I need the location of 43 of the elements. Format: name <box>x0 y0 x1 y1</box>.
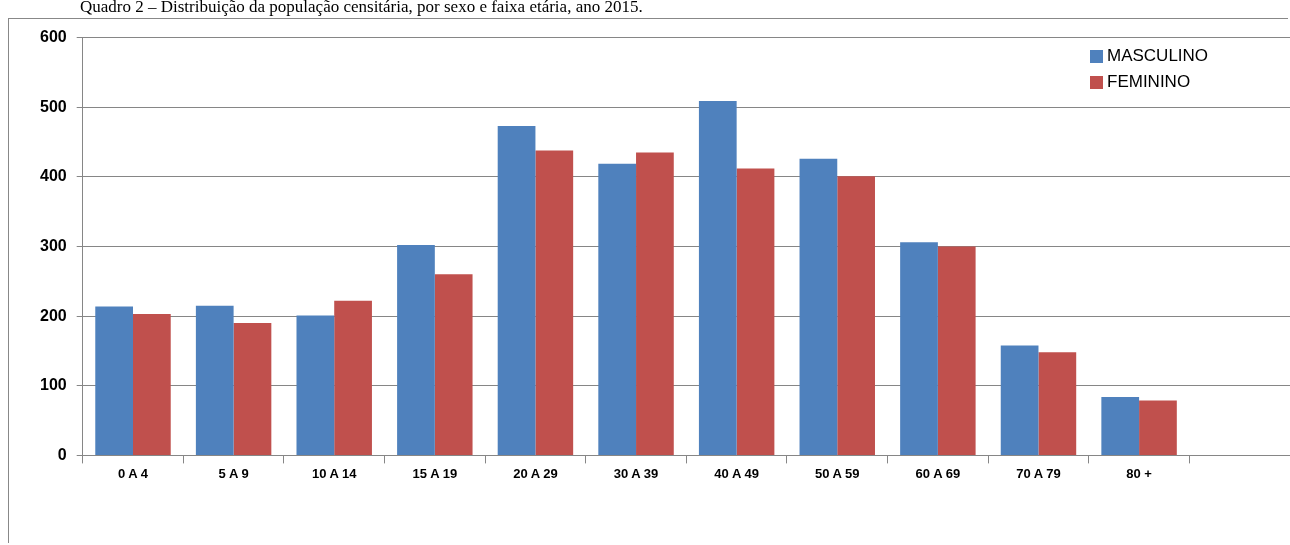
x-tick-label: 50 A 59 <box>814 465 860 481</box>
legend-label: MASCULINO <box>1107 46 1209 66</box>
y-tick-label: 200 <box>39 306 67 324</box>
bar <box>95 306 133 455</box>
x-tick-label: 20 A 29 <box>513 465 558 481</box>
bar <box>397 245 435 455</box>
bar <box>1101 396 1140 455</box>
bar <box>1000 345 1039 455</box>
x-tick-label: 5 A 9 <box>218 465 249 481</box>
bar <box>296 315 335 455</box>
x-tick-label: 15 A 19 <box>412 465 458 481</box>
y-tick-label: 100 <box>39 376 67 394</box>
bar <box>497 126 536 455</box>
bar <box>233 323 272 455</box>
x-tick-label: 60 A 69 <box>915 465 961 481</box>
bar <box>133 314 171 455</box>
y-tick-label: 600 <box>39 28 67 46</box>
bar <box>1139 400 1177 455</box>
chart-title: Quadro 2 – Distribuição da população censitária, por sexo e faixa etária, ano 2015. <box>80 0 643 17</box>
x-tick-label: 70 A 79 <box>1016 465 1061 481</box>
bar <box>937 246 976 455</box>
bar <box>837 176 875 455</box>
y-tick-label: 0 <box>57 445 67 463</box>
y-tick-label: 400 <box>39 167 67 185</box>
legend-label: FEMININO <box>1107 72 1191 92</box>
y-tick-label: 500 <box>39 97 67 115</box>
bar <box>736 168 775 455</box>
x-tick-label: 80 + <box>1126 465 1153 481</box>
bar <box>1038 352 1077 455</box>
bar <box>334 300 372 455</box>
bar <box>598 163 637 455</box>
bar <box>636 152 674 455</box>
x-tick-label: 30 A 39 <box>613 465 659 481</box>
bar <box>195 305 234 455</box>
bar <box>698 100 737 455</box>
x-tick-label: 40 A 49 <box>714 465 759 481</box>
x-tick-label: 10 A 14 <box>311 465 358 481</box>
bar <box>535 150 574 455</box>
y-tick-label: 300 <box>39 236 67 254</box>
x-tick-label: 0 A 4 <box>117 465 149 481</box>
bar <box>434 274 473 455</box>
bar <box>799 158 838 455</box>
bar <box>900 242 938 455</box>
